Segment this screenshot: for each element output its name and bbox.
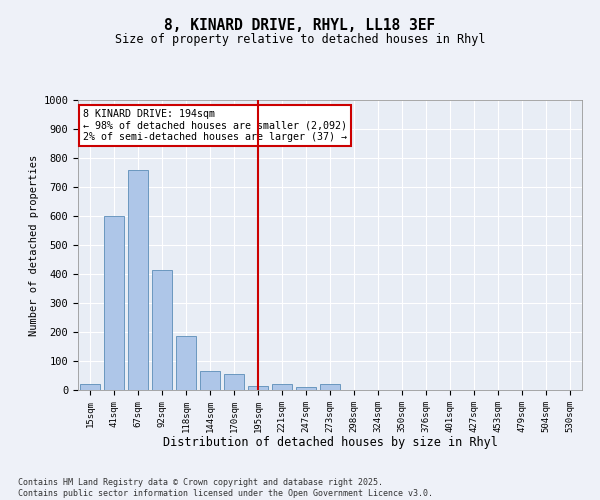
Bar — [224, 374, 244, 390]
Bar — [176, 336, 196, 390]
Text: 8 KINARD DRIVE: 194sqm
← 98% of detached houses are smaller (2,092)
2% of semi-d: 8 KINARD DRIVE: 194sqm ← 98% of detached… — [83, 108, 347, 142]
Bar — [152, 270, 172, 390]
Text: Size of property relative to detached houses in Rhyl: Size of property relative to detached ho… — [115, 32, 485, 46]
Bar — [128, 170, 148, 390]
Y-axis label: Number of detached properties: Number of detached properties — [29, 154, 39, 336]
Bar — [320, 384, 340, 390]
Bar — [248, 386, 268, 390]
Text: Contains HM Land Registry data © Crown copyright and database right 2025.
Contai: Contains HM Land Registry data © Crown c… — [18, 478, 433, 498]
Bar — [80, 384, 100, 390]
X-axis label: Distribution of detached houses by size in Rhyl: Distribution of detached houses by size … — [163, 436, 497, 449]
Bar — [296, 387, 316, 390]
Bar — [272, 384, 292, 390]
Bar — [104, 216, 124, 390]
Text: 8, KINARD DRIVE, RHYL, LL18 3EF: 8, KINARD DRIVE, RHYL, LL18 3EF — [164, 18, 436, 32]
Bar — [200, 371, 220, 390]
